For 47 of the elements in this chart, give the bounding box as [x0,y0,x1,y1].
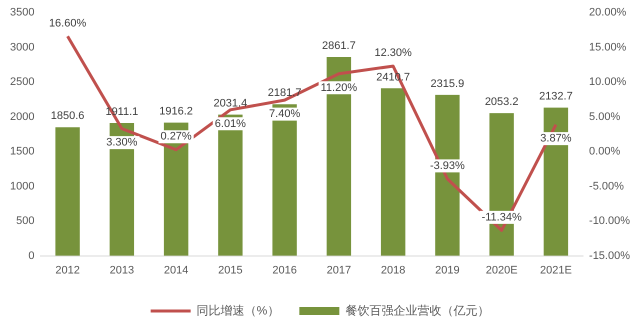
data-label: 6.01% [214,118,246,130]
y2-tick-label: 0.00% [589,146,620,158]
x-tick-label: 2015 [218,264,243,276]
x-tick-label: 2017 [326,264,352,276]
data-label: -11.34% [482,211,522,224]
x-tick-label: 2012 [55,264,80,276]
data-label: 2132.7 [539,90,573,103]
y-tick-label: 500 [16,215,34,228]
legend-label: 同比增速（%） [196,303,280,318]
x-tick-label: 2013 [110,264,134,276]
y-tick-label: 1000 [10,180,34,192]
y-tick-label: 2500 [10,76,34,88]
data-label: 16.60% [48,17,86,30]
data-label: 3.87% [540,132,572,145]
x-tick-label: 2018 [380,264,406,276]
y-tick-label: 1500 [10,146,34,158]
data-label: 12.30% [374,47,412,60]
y-tick-label: 0 [28,250,34,262]
y2-tick-label: -5.00% [589,180,624,192]
y-tick-label: 3000 [10,41,34,54]
y-tick-label: 2000 [10,110,34,123]
x-tick-label: 2021E [540,264,572,276]
y2-tick-label: -15.00% [589,250,630,262]
y-tick-label: 3500 [10,6,34,19]
data-label: 0.27% [160,130,192,143]
x-tick-label: 2016 [272,264,297,276]
data-label: 2053.2 [484,96,518,108]
data-label: 7.40% [269,108,300,120]
data-label: 2031.4 [214,98,248,110]
data-label: 1916.2 [159,106,193,118]
data-label: 3.30% [106,136,138,149]
x-tick-label: 2019 [435,264,460,276]
bar [55,127,80,256]
data-label: 2315.9 [430,78,464,90]
x-tick-label: 2014 [164,264,188,276]
bar [380,88,406,256]
y2-tick-label: 10.00% [589,76,627,88]
y2-tick-label: 20.00% [589,6,627,19]
y2-tick-label: -10.00% [589,215,630,228]
y2-tick-label: 5.00% [589,110,620,123]
data-label: 2861.7 [322,40,356,52]
x-tick-label: 2020E [486,264,518,276]
data-label: -3.93% [430,160,466,172]
y2-tick-label: 15.00% [589,41,627,54]
legend-label: 餐饮百强企业营收（亿元） [345,303,490,318]
data-label: 1850.6 [50,110,84,122]
data-label: 11.20% [320,82,358,94]
